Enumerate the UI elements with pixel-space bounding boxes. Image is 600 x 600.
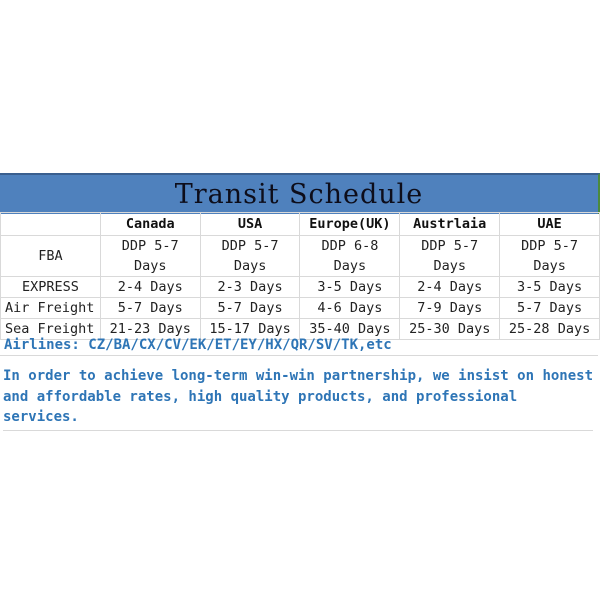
- table-cell: 2-3 Days: [199, 276, 301, 298]
- airlines-text: Airlines: CZ/BA/CX/CV/EK/ET/EY/HX/QR/SV/…: [0, 334, 598, 356]
- table-cell: 2-4 Days: [99, 276, 201, 298]
- header-row: Canada USA Europe(UK) Austrlaia UAE: [0, 212, 600, 236]
- table-row: EXPRESS 2-4 Days 2-3 Days 3-5 Days 2-4 Days 3…: [0, 276, 600, 298]
- table-row: Air Freight 5-7 Days 5-7 Days 4-6 Days 7-9 D…: [0, 297, 600, 319]
- table-row: Sea Freight 21-23 Days 15-17 Days 35-40 Day…: [0, 318, 600, 340]
- table-cell: 7-9 Days: [399, 297, 501, 319]
- table-cell: 5-7 Days: [499, 297, 600, 319]
- table-cell: DDP 5-7 Days: [499, 235, 600, 277]
- column-header: Europe(UK): [299, 212, 401, 236]
- title-banner: Transit Schedule: [0, 173, 600, 214]
- transit-table: Canada USA Europe(UK) Austrlaia UAE FBA DDP 5…: [0, 212, 600, 340]
- row-label: Sea Freight: [0, 318, 101, 340]
- table-cell: 35-40 Days: [299, 318, 401, 340]
- table-cell: 25-30 Days: [399, 318, 501, 340]
- column-header: [0, 212, 101, 236]
- column-header: USA: [199, 212, 301, 236]
- table-cell: 25-28 Days: [499, 318, 600, 340]
- table-cell: 2-4 Days: [399, 276, 501, 298]
- column-header: Austrlaia: [399, 212, 501, 236]
- table-cell: 5-7 Days: [199, 297, 301, 319]
- table-row: FBA DDP 5-7 Days DDP 5-7 Days DDP 6-8 Days D…: [0, 235, 600, 277]
- table-cell: 3-5 Days: [499, 276, 600, 298]
- column-header: UAE: [499, 212, 600, 236]
- row-label: EXPRESS: [0, 276, 101, 298]
- table-cell: 15-17 Days: [199, 318, 301, 340]
- partnership-note: In order to achieve long-term win-win pa…: [3, 366, 593, 431]
- table-cell: DDP 5-7 Days: [399, 235, 501, 277]
- table-cell: DDP 5-7 Days: [99, 235, 201, 277]
- row-label: FBA: [0, 235, 101, 277]
- table-cell: 5-7 Days: [99, 297, 201, 319]
- row-label: Air Freight: [0, 297, 101, 319]
- table-cell: DDP 5-7 Days: [199, 235, 301, 277]
- table-cell: 4-6 Days: [299, 297, 401, 319]
- title: Transit Schedule: [174, 179, 424, 210]
- table-cell: 3-5 Days: [299, 276, 401, 298]
- table-cell: DDP 6-8 Days: [299, 235, 401, 277]
- column-header: Canada: [99, 212, 201, 236]
